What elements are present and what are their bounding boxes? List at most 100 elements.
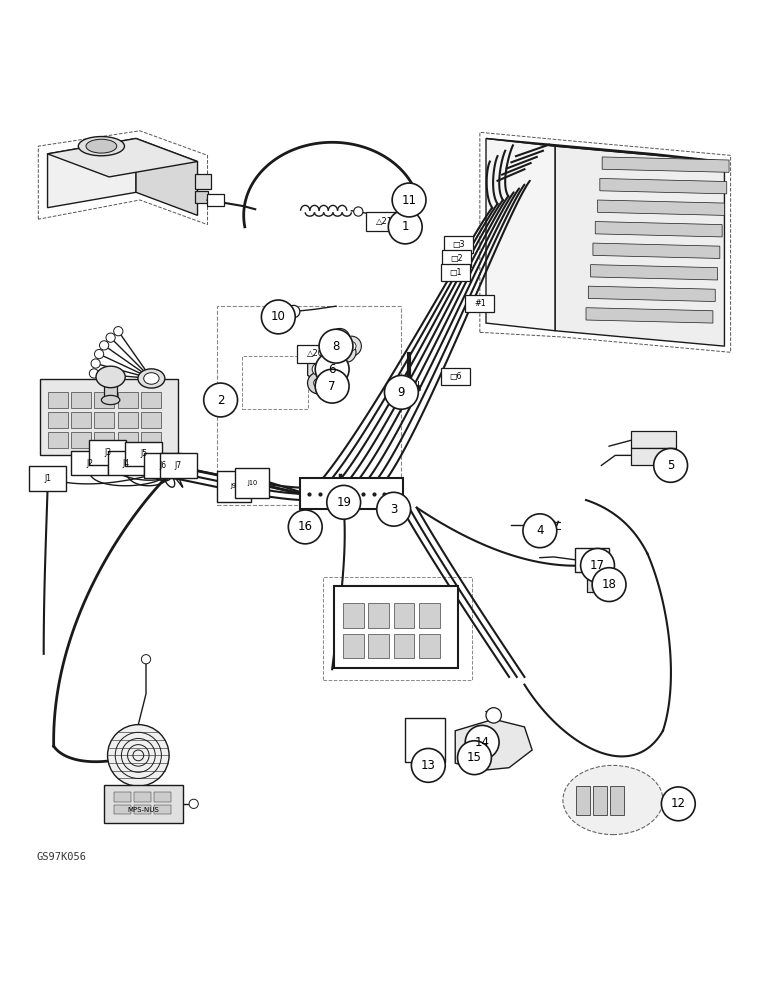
FancyBboxPatch shape [49,392,68,408]
Text: 17: 17 [590,559,605,572]
FancyBboxPatch shape [195,174,211,189]
Text: 9: 9 [398,386,405,399]
FancyBboxPatch shape [134,792,151,802]
FancyBboxPatch shape [207,194,224,206]
Polygon shape [48,138,136,208]
Circle shape [307,372,329,394]
Text: □1: □1 [449,268,462,277]
Circle shape [141,655,151,664]
FancyBboxPatch shape [117,432,137,448]
Text: △21: △21 [376,217,393,226]
FancyBboxPatch shape [107,451,144,475]
Circle shape [654,448,688,482]
Text: 12: 12 [671,797,686,810]
Text: □6: □6 [449,372,462,381]
FancyBboxPatch shape [441,264,470,281]
FancyBboxPatch shape [576,786,590,815]
Text: 19: 19 [336,496,351,509]
Text: J6: J6 [159,461,167,470]
FancyBboxPatch shape [368,634,389,658]
Text: J5: J5 [141,449,147,458]
Text: 15: 15 [467,751,482,764]
Text: 3: 3 [390,503,398,516]
Circle shape [388,210,422,244]
Text: MPS-NUS: MPS-NUS [128,807,160,813]
FancyBboxPatch shape [125,442,162,466]
FancyBboxPatch shape [631,448,676,465]
Polygon shape [486,138,724,162]
FancyBboxPatch shape [343,603,364,628]
FancyBboxPatch shape [444,236,473,253]
FancyBboxPatch shape [587,576,613,592]
FancyBboxPatch shape [71,412,91,428]
Ellipse shape [138,369,165,388]
Circle shape [204,383,238,417]
FancyBboxPatch shape [154,792,171,802]
FancyBboxPatch shape [49,432,68,448]
FancyBboxPatch shape [154,805,171,814]
Polygon shape [591,265,717,280]
FancyBboxPatch shape [195,191,208,203]
FancyBboxPatch shape [113,792,130,802]
FancyBboxPatch shape [366,212,403,231]
Ellipse shape [101,395,120,405]
Circle shape [315,369,349,403]
Text: 16: 16 [298,520,313,533]
FancyBboxPatch shape [113,805,130,814]
Circle shape [592,568,626,602]
FancyBboxPatch shape [71,451,108,475]
Ellipse shape [144,373,159,384]
Text: 13: 13 [421,759,435,772]
Circle shape [341,348,350,357]
FancyBboxPatch shape [104,384,117,401]
FancyBboxPatch shape [441,368,470,385]
Circle shape [319,329,353,363]
Text: 1: 1 [401,220,409,233]
Circle shape [411,748,445,782]
Circle shape [312,363,324,375]
Text: 4: 4 [536,524,543,537]
Circle shape [287,305,300,318]
FancyBboxPatch shape [141,412,161,428]
Circle shape [392,183,426,217]
Text: △20: △20 [306,349,323,358]
Circle shape [354,207,363,216]
FancyBboxPatch shape [94,432,114,448]
Text: 6: 6 [328,363,336,376]
FancyBboxPatch shape [49,412,68,428]
FancyBboxPatch shape [29,466,66,491]
Ellipse shape [96,366,125,388]
FancyBboxPatch shape [343,634,364,658]
Circle shape [581,548,615,582]
FancyBboxPatch shape [141,392,161,408]
FancyBboxPatch shape [117,412,137,428]
Text: 8: 8 [332,340,340,353]
Ellipse shape [86,139,117,153]
Polygon shape [48,138,198,177]
Circle shape [523,514,557,548]
FancyBboxPatch shape [368,603,389,628]
Text: □3: □3 [452,240,465,249]
Text: #1: #1 [474,299,486,308]
Text: J9: J9 [231,483,237,489]
Polygon shape [595,222,722,237]
FancyBboxPatch shape [134,805,151,814]
FancyBboxPatch shape [394,603,415,628]
FancyBboxPatch shape [71,432,91,448]
Circle shape [94,349,103,359]
Circle shape [106,333,115,342]
FancyBboxPatch shape [141,432,161,448]
FancyBboxPatch shape [334,586,458,668]
Text: □2: □2 [450,254,463,263]
Polygon shape [588,286,715,302]
Circle shape [327,485,361,519]
Circle shape [288,510,322,544]
Polygon shape [600,178,726,194]
FancyBboxPatch shape [160,453,197,478]
Circle shape [341,336,361,356]
Circle shape [262,300,295,334]
Ellipse shape [563,765,663,835]
Text: 11: 11 [401,194,417,207]
Polygon shape [455,719,532,771]
Text: J2: J2 [86,459,93,468]
